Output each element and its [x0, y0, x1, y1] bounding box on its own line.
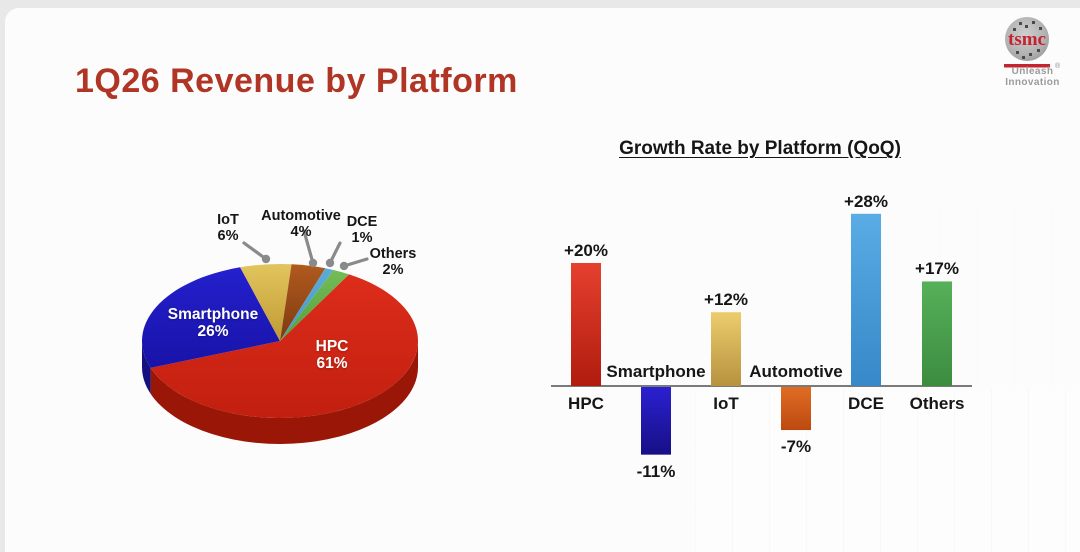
leader-dot-Automotive — [308, 258, 318, 268]
pie-label-name: IoT — [217, 212, 239, 228]
page-title: 1Q26 Revenue by Platform — [75, 62, 518, 100]
bar-value-Smartphone: -11% — [636, 461, 676, 481]
pie-label-Automotive: Automotive 4% — [261, 208, 341, 240]
bar-category-Smartphone: Smartphone — [606, 362, 706, 381]
pie-label-DCE: DCE 1% — [347, 214, 378, 246]
pie-slice-DCE — [280, 268, 334, 341]
bar-category-DCE: DCE — [848, 394, 884, 413]
svg-text:®: ® — [1055, 62, 1061, 70]
bar-value-Automotive: -7% — [780, 437, 812, 457]
bar-category-Automotive: Automotive — [749, 362, 843, 381]
pie-label-name: Smartphone — [167, 306, 259, 323]
bar-value-Others: +17% — [915, 259, 959, 279]
pie-slice-HPC — [150, 274, 418, 418]
svg-text:tsmc: tsmc — [1008, 29, 1046, 50]
tsmc-tagline: Unleash Innovation — [1005, 66, 1060, 88]
pie-label-name: HPC — [315, 338, 349, 355]
bar-Smartphone — [641, 387, 671, 455]
pie-side-Smartphone — [142, 341, 151, 394]
pie-slice-IoT — [240, 264, 292, 341]
pie-slice-Automotive — [280, 264, 326, 341]
pie-label-HPC: HPC 61% — [316, 338, 349, 373]
bar-Others — [922, 281, 952, 386]
pie-label-IoT: IoT 6% — [217, 212, 239, 244]
pie-slice-Smartphone — [142, 267, 280, 368]
pie-label-value: 6% — [217, 228, 239, 245]
tsmc-wafer-icon: tsmc ® — [1004, 17, 1061, 70]
bar-DCE — [851, 213, 881, 386]
bar-chart-title: Growth Rate by Platform (QoQ) — [619, 138, 901, 159]
pie-slice-Others — [280, 270, 349, 341]
tsmc-logo: tsmc ® Unleash Innovation — [985, 14, 1080, 88]
pie-label-value: 61% — [316, 355, 348, 373]
bar-category-IoT: IoT — [713, 394, 739, 413]
pie-side-HPC — [150, 341, 418, 444]
pie-label-name: Automotive — [261, 208, 341, 224]
leader-line-IoT — [242, 241, 268, 261]
bar-category-Others: Others — [909, 394, 965, 413]
pie-label-Smartphone: Smartphone 26% — [168, 306, 258, 341]
bar-IoT — [711, 312, 741, 386]
leader-dot-DCE — [325, 258, 335, 268]
pie-label-Others: Others 2% — [370, 246, 417, 278]
bar-HPC — [571, 263, 601, 386]
bar-value-IoT: +12% — [704, 290, 748, 310]
pie-label-name: Others — [369, 246, 417, 262]
bar-Automotive — [781, 387, 811, 431]
bar-value-DCE: +28% — [844, 191, 888, 211]
leader-line-Automotive — [302, 229, 315, 265]
pie-label-value: 1% — [351, 230, 373, 247]
pie-label-value: 4% — [290, 224, 312, 241]
bar-category-HPC: HPC — [568, 394, 604, 413]
bar-value-HPC: +20% — [564, 241, 608, 260]
pie-label-name: DCE — [346, 214, 378, 230]
pie-label-value: 2% — [382, 262, 404, 279]
slide: 1Q26 Revenue by Platform Growth Rate by … — [5, 8, 1080, 552]
leader-dot-Others — [339, 261, 349, 271]
leader-dot-IoT — [261, 254, 271, 264]
pie-label-value: 26% — [197, 323, 229, 341]
